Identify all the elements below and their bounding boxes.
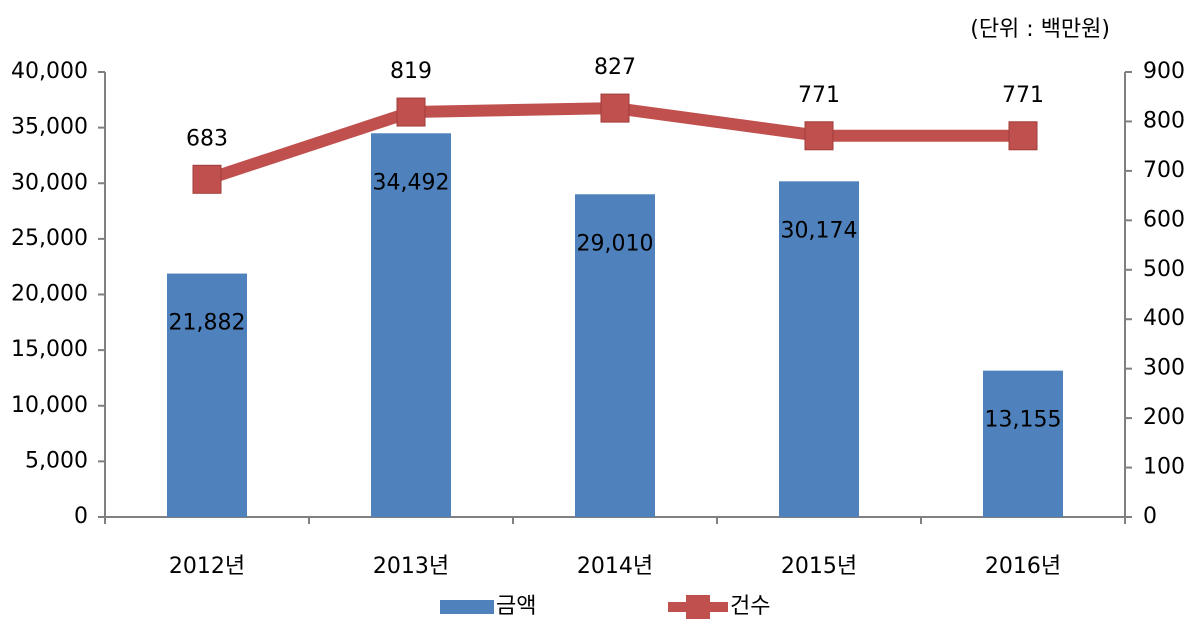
line-value-label: 683 (186, 126, 228, 151)
bar (779, 181, 859, 517)
bar-value-label: 34,492 (373, 170, 450, 195)
y2-tick-label: 300 (1143, 356, 1185, 381)
legend-label: 금액 (496, 594, 536, 619)
y-tick-label: 15,000 (11, 337, 88, 362)
line-marker (396, 97, 426, 127)
bar (575, 194, 655, 518)
y2-tick-label: 200 (1143, 405, 1185, 430)
y2-tick-label: 400 (1143, 306, 1185, 331)
y-tick-label: 20,000 (11, 282, 88, 307)
y-tick-label: 5,000 (25, 448, 88, 473)
line-marker (600, 93, 630, 123)
y2-tick-label: 0 (1143, 504, 1157, 529)
y-tick-label: 10,000 (11, 393, 88, 418)
legend-label: 건수 (730, 594, 770, 619)
unit-note: (단위 : 백만원) (970, 17, 1110, 42)
y-tick-label: 40,000 (11, 59, 88, 84)
line-value-label: 827 (594, 55, 636, 80)
bar-value-label: 30,174 (781, 218, 858, 243)
bar-value-label: 21,882 (169, 311, 246, 336)
y-tick-label: 30,000 (11, 170, 88, 195)
bar (371, 133, 451, 518)
line-marker (1008, 121, 1038, 151)
bar-value-label: 13,155 (985, 408, 1062, 433)
bar (167, 273, 247, 517)
y2-tick-label: 100 (1143, 455, 1185, 480)
legend-swatch (440, 600, 494, 614)
x-tick-label: 2012년 (169, 554, 245, 579)
x-tick-label: 2013년 (373, 554, 449, 579)
legend-swatch-marker (686, 595, 710, 619)
line-value-label: 771 (1002, 83, 1044, 108)
y-tick-label: 0 (74, 504, 88, 529)
x-tick-label: 2016년 (985, 554, 1061, 579)
y2-tick-label: 900 (1143, 59, 1185, 84)
y2-tick-label: 700 (1143, 158, 1185, 183)
y2-tick-label: 500 (1143, 257, 1185, 282)
y-tick-label: 25,000 (11, 226, 88, 251)
x-tick-label: 2015년 (781, 554, 857, 579)
y2-tick-label: 600 (1143, 207, 1185, 232)
line-value-label: 771 (798, 83, 840, 108)
x-tick-label: 2014년 (577, 554, 653, 579)
line-marker (804, 121, 834, 151)
bar (983, 370, 1063, 517)
bar-value-label: 29,010 (577, 231, 654, 256)
y2-tick-label: 800 (1143, 108, 1185, 133)
y-tick-label: 35,000 (11, 115, 88, 140)
line-value-label: 819 (390, 59, 432, 84)
line-marker (192, 164, 222, 194)
